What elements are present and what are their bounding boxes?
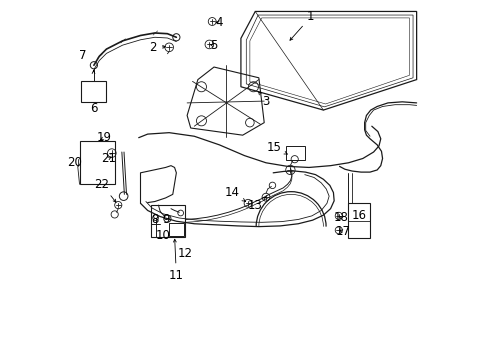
Text: 22: 22	[94, 178, 116, 202]
Text: 18: 18	[333, 211, 348, 224]
Text: 5: 5	[210, 39, 217, 52]
Text: 20: 20	[66, 156, 81, 169]
Text: 19: 19	[97, 131, 112, 144]
Text: 10: 10	[155, 229, 170, 242]
Text: 1: 1	[289, 10, 314, 40]
Text: 8: 8	[151, 213, 158, 226]
Text: 9: 9	[162, 213, 169, 226]
Text: 14: 14	[224, 186, 245, 201]
Text: 13: 13	[247, 197, 265, 212]
Text: 2: 2	[149, 41, 165, 54]
Text: 4: 4	[215, 16, 223, 29]
Text: 6: 6	[90, 102, 97, 115]
Text: 15: 15	[266, 141, 286, 154]
Text: 7: 7	[79, 49, 87, 62]
Text: 21: 21	[101, 152, 116, 165]
Text: 16: 16	[351, 210, 366, 222]
Text: 12: 12	[178, 247, 192, 260]
Text: 3: 3	[258, 92, 269, 108]
Text: 17: 17	[335, 225, 350, 238]
Text: 11: 11	[168, 239, 183, 282]
